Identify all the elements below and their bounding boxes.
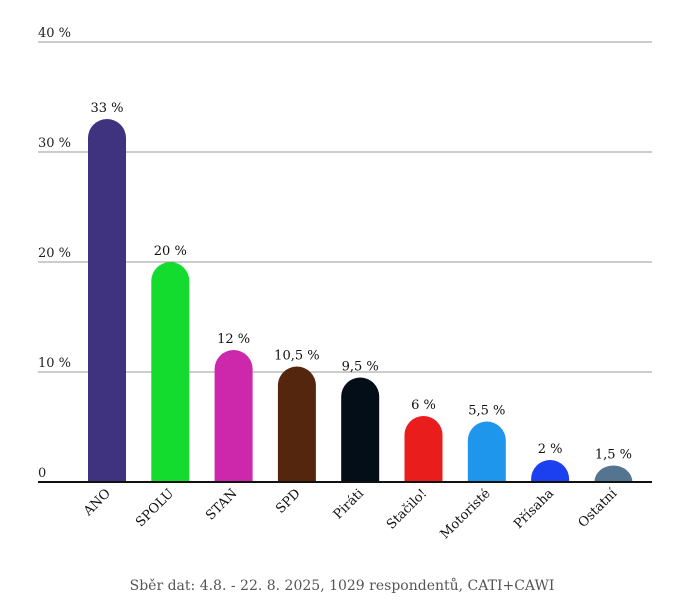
y-tick-label: 40 % [38, 26, 71, 41]
data-label: 20 % [154, 244, 187, 259]
data-label: 10,5 % [274, 349, 319, 364]
data-label: 33 % [90, 101, 123, 116]
bar [88, 119, 126, 482]
data-label: 12 % [217, 332, 250, 347]
x-tick-label: Ostatní [576, 486, 621, 531]
bar [467, 421, 506, 482]
bar [404, 416, 443, 482]
x-tick-label: Stačilo! [384, 486, 430, 532]
bar [341, 377, 380, 482]
y-tick-label: 30 % [38, 136, 71, 151]
data-label: 2 % [538, 442, 563, 457]
bar [151, 262, 190, 482]
data-label: 6 % [411, 398, 436, 413]
bar [277, 366, 316, 482]
y-tick-label: 20 % [38, 246, 71, 261]
x-tick-label: STAN [203, 486, 240, 523]
data-collection-note: Sběr dat: 4.8. - 22. 8. 2025, 1029 respo… [129, 578, 555, 594]
x-tick-label: SPD [273, 486, 303, 516]
x-tick-label: SPOLU [133, 486, 177, 530]
x-tick-label: Piráti [331, 486, 367, 522]
x-tick-label: Motoristé [438, 486, 494, 542]
data-label: 1,5 % [595, 448, 632, 463]
data-label: 5,5 % [468, 404, 505, 419]
y-tick-label: 10 % [38, 356, 71, 371]
x-tick-label: Přísaha [511, 486, 557, 532]
data-label: 9,5 % [342, 360, 379, 375]
bar [531, 460, 570, 482]
y-tick-label: 0 [38, 466, 46, 481]
x-tick-label: ANO [80, 486, 114, 520]
bar [214, 350, 253, 482]
bar [594, 465, 633, 482]
